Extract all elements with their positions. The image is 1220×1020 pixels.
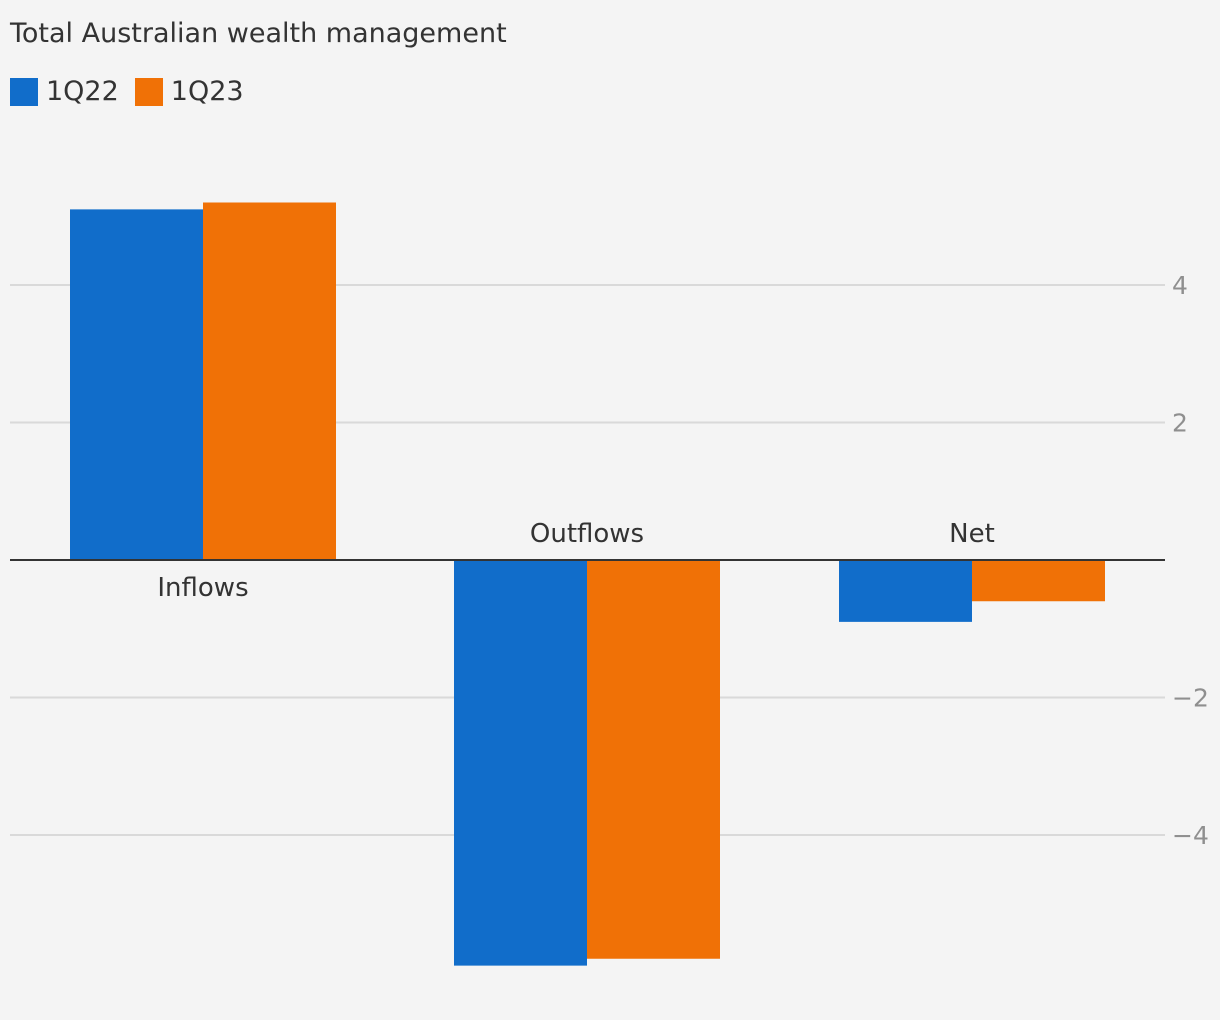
category-label: Outflows [530, 519, 644, 549]
legend-label-series-2: 1Q23 [170, 76, 244, 107]
bar [70, 209, 203, 560]
category-label: Net [949, 519, 995, 549]
bar [587, 560, 720, 959]
y-tick-label: 2 [1172, 409, 1188, 438]
y-tick-label: −4 [1172, 821, 1209, 850]
bar [972, 560, 1105, 602]
category-label: Inflows [157, 573, 248, 603]
bar [203, 202, 336, 560]
chart-title: Total Australian wealth management [10, 18, 507, 49]
legend-item-series-2: 1Q23 [134, 76, 244, 107]
legend: 1Q22 1Q23 [10, 76, 260, 107]
bar [454, 560, 587, 966]
legend-swatch-series-2 [134, 77, 163, 106]
legend-item-series-1: 1Q22 [10, 76, 119, 107]
legend-label-series-1: 1Q22 [46, 76, 119, 107]
legend-swatch-series-1 [10, 77, 38, 106]
y-tick-label: −2 [1172, 684, 1209, 713]
y-tick-label: 4 [1172, 271, 1188, 300]
bar [839, 560, 972, 622]
